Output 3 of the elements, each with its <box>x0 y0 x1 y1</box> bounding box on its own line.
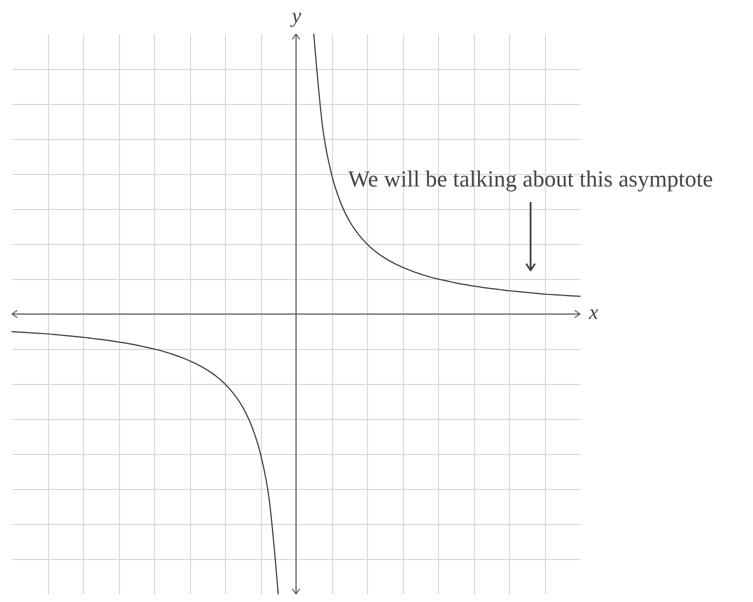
ref-line-label: x <box>588 300 599 324</box>
annotation: We will be talking about this asymptote <box>348 166 713 192</box>
y-axis-title: y <box>290 4 302 28</box>
